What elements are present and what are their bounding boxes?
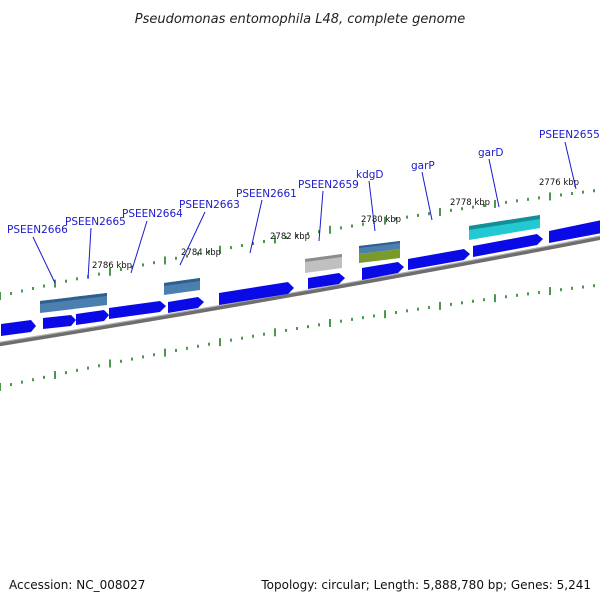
tick-label-2776: 2776 kbp [539,178,579,188]
map-title: Pseudomonas entomophila L48, complete ge… [135,12,466,27]
tick-label-2784: 2784 kbp [181,248,221,258]
gene-label-PSEEN2663[interactable]: PSEEN2663 [179,199,240,211]
gene-label-PSEEN2661[interactable]: PSEEN2661 [236,188,297,200]
gene-arrow[interactable] [549,220,600,243]
gene-arrow[interactable] [362,262,404,280]
gene-arrows [1,220,600,336]
gene-label-PSEEN2666[interactable]: PSEEN2666 [7,224,68,236]
gene-arrow[interactable] [109,301,166,319]
gene-label-garP[interactable]: garP [411,160,435,172]
gene-arrow[interactable] [408,249,470,270]
tick-label-2780: 2780 kbp [361,215,401,225]
gene-label-garD[interactable]: garD [478,147,504,159]
gene-arrow[interactable] [308,273,345,289]
tick-label-2786: 2786 kbp [92,261,132,271]
genome-info-text: Topology: circular; Length: 5,888,780 bp… [261,578,591,592]
gene-label-PSEEN2664[interactable]: PSEEN2664 [122,208,183,220]
inner-tick-ring [0,284,595,391]
tick-label-2778: 2778 kbp [450,198,490,208]
gene-arrow[interactable] [168,297,204,313]
label-leaders [32,141,577,284]
feature-blocks [40,215,540,313]
gene-arrow[interactable] [219,282,294,305]
gene-arrow[interactable] [76,310,109,325]
gene-label-PSEEN2665[interactable]: PSEEN2665 [65,216,126,228]
gene-label-PSEEN2659[interactable]: PSEEN2659 [298,179,359,191]
gene-labels: PSEEN2666 PSEEN2665 PSEEN2664 PSEEN2663 … [7,129,600,236]
genome-backbone [0,235,600,347]
tick-label-2782: 2782 kbp [270,232,310,242]
accession-text: Accession: NC_008027 [9,578,146,592]
gene-label-kdgD[interactable]: kdgD [356,169,384,181]
feature-block[interactable] [359,249,400,263]
gene-arrow[interactable] [473,234,543,257]
gene-arrow[interactable] [43,315,76,329]
tick-labels: 2786 kbp 2784 kbp 2782 kbp 2780 kbp 2778… [92,178,579,271]
gene-arrow[interactable] [1,320,36,336]
gene-label-PSEEN2655[interactable]: PSEEN2655 [539,129,600,141]
